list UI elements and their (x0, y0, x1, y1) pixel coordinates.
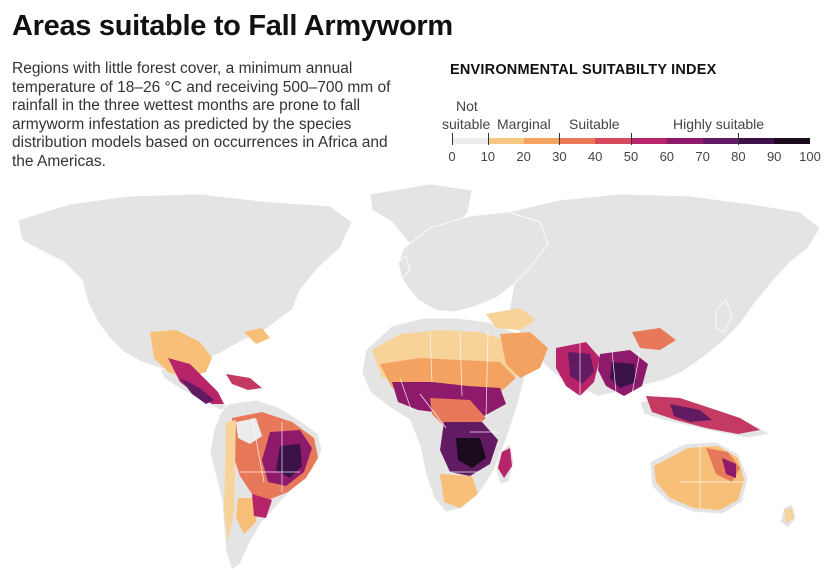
legend-tick-mark (631, 133, 632, 145)
legend-color-segment (738, 138, 775, 144)
legend-color-segment (523, 138, 560, 144)
legend-tick-mark (738, 133, 740, 145)
legend-tick-label: 10 (480, 149, 496, 164)
legend-tick-label: 70 (695, 149, 710, 164)
legend-tick-label: 30 (552, 149, 567, 164)
japan (715, 299, 733, 333)
legend-label-marginal: Marginal (497, 116, 551, 132)
legend-tick-mark (559, 133, 561, 145)
asia (506, 193, 821, 397)
europe (397, 211, 549, 313)
page-title: Areas suitable to Fall Armyworm (12, 10, 453, 42)
legend-tick-label: 60 (659, 149, 675, 164)
legend-color-segment (487, 138, 524, 144)
legend-label-suitable: Suitable (569, 116, 620, 132)
uk (397, 255, 411, 279)
legend-tick-label: 0 (448, 149, 456, 164)
legend-tick-mark (487, 133, 489, 145)
legend-label-not-line1: Not (456, 98, 478, 114)
legend-tick-label: 40 (587, 149, 603, 164)
legend-color-segment (595, 138, 631, 144)
legend-label-not-line2: suitable (442, 116, 491, 132)
legend-tick-label: 50 (623, 149, 639, 164)
suitability-legend: Not suitable Marginal Suitable Highly su… (440, 96, 821, 166)
legend-color-segment (666, 138, 703, 144)
map-description: Regions with little forest cover, a mini… (12, 60, 391, 170)
legend-color-segment (559, 138, 596, 144)
world-map (17, 183, 821, 570)
legend-title: ENVIRONMENTAL SUITABILTY INDEX (450, 62, 717, 78)
legend-color-segment (774, 138, 810, 144)
legend-tick-mark (452, 133, 453, 145)
legend-tick-label: 90 (766, 149, 782, 164)
legend-tick-label: 20 (516, 149, 531, 164)
legend-tick-label: 80 (731, 149, 746, 164)
north-america (17, 193, 353, 373)
legend-tick-label: 100 (799, 149, 821, 164)
country-borders (240, 331, 744, 508)
legend-color-segment (452, 138, 488, 144)
legend-label-highly: Highly suitable (673, 116, 765, 132)
legend-color-segment (702, 138, 739, 144)
suitability-overlay (150, 308, 794, 542)
legend-color-segment (631, 138, 667, 144)
